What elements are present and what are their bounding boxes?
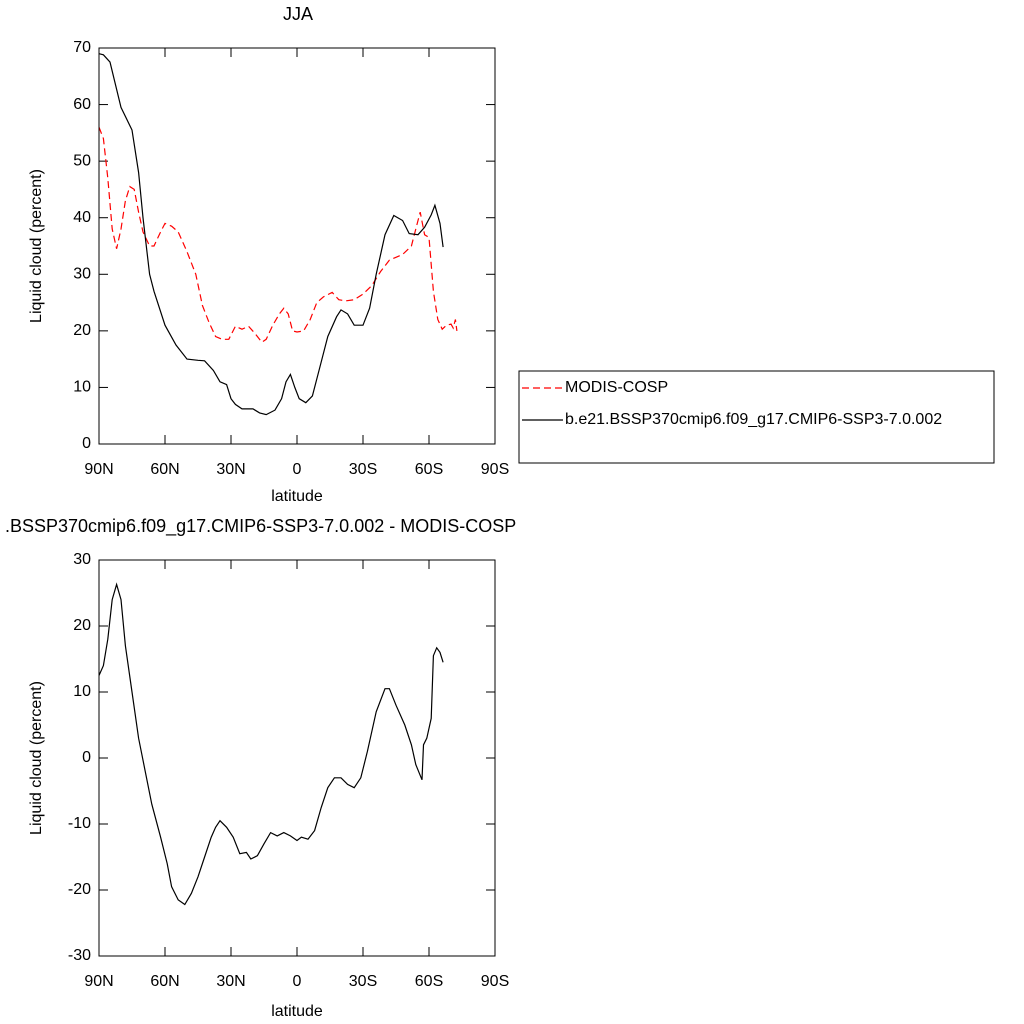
y-tick-label: 0 [82, 749, 91, 766]
plot-frame [98, 559, 496, 957]
chart-title: JJA [283, 4, 313, 24]
x-tick-label: 0 [293, 973, 302, 990]
x-axis-label: latitude [271, 488, 323, 505]
y-tick-label: -10 [68, 815, 91, 832]
x-tick-label: 60S [415, 973, 443, 990]
x-tick-label: 60S [415, 461, 443, 478]
y-tick-label: 30 [73, 551, 91, 568]
y-tick-label: 20 [73, 322, 91, 339]
x-tick-label: 30N [216, 461, 245, 478]
x-tick-label: 60N [150, 973, 179, 990]
plot-frame [98, 47, 496, 445]
x-tick-label: 0 [293, 461, 302, 478]
x-tick-label: 30S [349, 973, 377, 990]
x-tick-label: 90N [84, 461, 113, 478]
y-tick-label: 10 [73, 683, 91, 700]
y-tick-label: 50 [73, 152, 91, 169]
legend-box [518, 370, 995, 464]
x-tick-label: 60N [150, 461, 179, 478]
y-axis-label: Liquid cloud (percent) [28, 169, 45, 323]
chart-title: .BSSP370cmip6.f09_g17.CMIP6-SSP3-7.0.002… [5, 516, 516, 537]
y-tick-label: 0 [82, 435, 91, 452]
x-tick-label: 30N [216, 973, 245, 990]
data-line [98, 53, 444, 416]
y-tick-label: 30 [73, 266, 91, 283]
data-line [98, 126, 458, 344]
x-tick-label: 90N [84, 973, 113, 990]
data-line [98, 582, 444, 906]
x-axis-label: latitude [271, 1003, 323, 1020]
x-tick-label: 90S [481, 461, 509, 478]
legend-label: MODIS-COSP [565, 379, 668, 396]
x-tick-label: 90S [481, 973, 509, 990]
y-tick-label: 20 [73, 617, 91, 634]
y-tick-label: 60 [73, 96, 91, 113]
legend-label: b.e21.BSSP370cmip6.f09_g17.CMIP6-SSP3-7.… [565, 411, 942, 428]
x-tick-label: 30S [349, 461, 377, 478]
y-tick-label: -20 [68, 881, 91, 898]
y-tick-label: 10 [73, 379, 91, 396]
y-tick-label: 70 [73, 39, 91, 56]
y-tick-label: -30 [68, 947, 91, 964]
y-axis-label: Liquid cloud (percent) [28, 681, 45, 835]
y-tick-label: 40 [73, 209, 91, 226]
